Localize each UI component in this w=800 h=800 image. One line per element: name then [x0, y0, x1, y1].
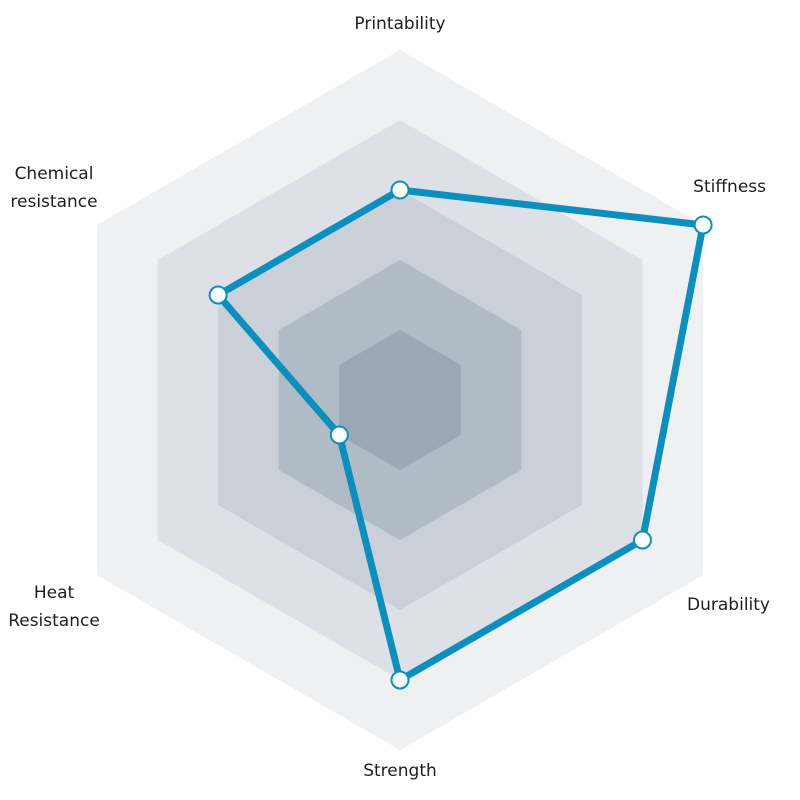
axis-label-line: Heat [34, 583, 75, 603]
axis-label-2: Durability [687, 595, 770, 615]
axis-label-3: Strength [363, 761, 437, 781]
grid-ring-1 [339, 330, 461, 470]
axis-labels: Printability Stiffness Durability Strength H… [8, 14, 770, 781]
data-point-3[interactable] [390, 670, 410, 690]
axis-label-line: Resistance [8, 611, 100, 631]
axis-label-line: Stiffness [693, 177, 766, 197]
data-point-0[interactable] [390, 180, 410, 200]
axis-label-line: Chemical [15, 164, 94, 184]
radar-series [208, 180, 713, 690]
axis-label-5: Chemical resistance [10, 164, 97, 212]
data-point-5[interactable] [208, 285, 228, 305]
axis-label-0: Printability [354, 14, 445, 34]
axis-label-line: Durability [687, 595, 770, 615]
data-point-4[interactable] [329, 425, 349, 445]
axis-label-line: Strength [363, 761, 437, 781]
axis-label-line: resistance [10, 192, 97, 212]
axis-label-1: Stiffness [693, 177, 766, 197]
radar-grid [96, 50, 704, 750]
data-point-2[interactable] [632, 530, 652, 550]
axis-label-line: Printability [354, 14, 445, 34]
axis-label-4: Heat Resistance [8, 583, 100, 631]
data-point-1[interactable] [693, 215, 713, 235]
